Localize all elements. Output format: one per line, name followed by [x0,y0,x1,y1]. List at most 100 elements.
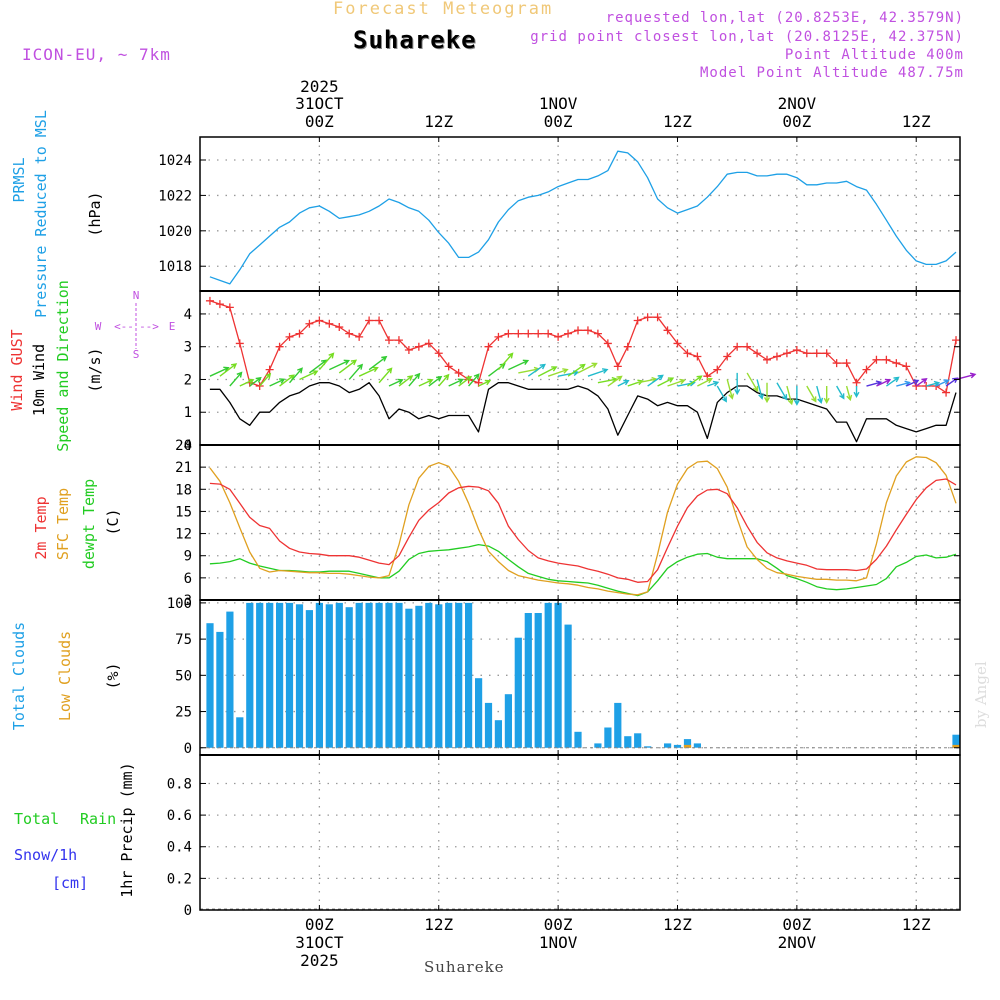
compass-north: N [133,289,140,302]
cloud-total-bar [375,602,383,748]
cloud-low-bar [952,744,960,748]
wind-direction-arrow [289,367,303,384]
precip-unit-label: 1hr Precip (mm) [118,762,136,897]
wind-direction-arrow [428,375,443,387]
wind-direction-arrow [607,375,623,387]
cloud-total-bar [226,611,234,748]
temp-tick-label: 3 [184,593,192,609]
data-layer [200,150,977,910]
gust-marker [454,368,463,377]
wind-tick-label: 0 [184,438,192,454]
cloud-total-bar [524,613,532,748]
temp-tick-label: 18 [175,482,192,498]
gust-marker [603,339,612,348]
cloud-total-bar [564,624,572,748]
gust-marker [792,345,801,354]
bottom-time-label: 2025 [300,951,339,970]
pressure-tick-label: 1022 [158,188,192,204]
point-altitude: Point Altitude 400m [784,47,964,63]
cloud-total-bar [534,613,542,748]
grid-layer [200,137,960,911]
wind-direction-arrow [707,380,720,387]
temp-unit-label: (C) [104,508,122,535]
gust-marker [404,345,413,354]
gust-marker [753,349,762,358]
wind-direction-arrow [508,359,530,371]
compass-west: W [95,320,102,333]
temp-tick-label: 15 [175,504,192,520]
cloud-total-bar [693,743,701,748]
location-title: Suhareke [353,26,477,54]
wind-direction-arrow [577,362,598,374]
gust-marker [444,362,453,371]
gust-marker [643,313,652,322]
wind-direction-arrow [816,385,824,405]
wind-gust-line [209,300,957,394]
cloud-total-bar [206,623,214,748]
gust-marker [494,332,503,341]
wind-direction-arrow [547,368,569,377]
cloud-tick-label: 0 [184,741,192,757]
wind-direction-arrow [627,379,644,387]
pressure-unit-label: (hPa) [86,191,104,236]
cloud-total-bar [644,746,652,748]
bottom-time-label: 00Z [782,915,811,934]
cloud-total-bar [285,602,294,748]
gust-marker [385,336,394,345]
wind-direction-arrow [388,378,404,387]
top-date-label: 1NOV [539,94,578,113]
wind-tick-label: 3 [184,340,192,356]
gust-marker [633,316,642,325]
gust-marker [623,342,632,351]
cloud-total-bar [405,608,413,748]
gust-marker [504,329,513,338]
wind-direction-arrow [697,377,713,387]
model-altitude: Model Point Altitude 487.75m [699,65,964,81]
cloud-total-bar [385,602,393,748]
wind-direction-arrow [763,382,771,404]
gust-marker [514,329,523,338]
gust-marker [564,329,573,338]
bottom-time-label: 12Z [902,915,931,934]
wind-direction-arrow [269,378,286,387]
gust-marker [534,329,543,338]
wind-direction-arrow [378,367,393,384]
chart-title: Forecast Meteogram [333,0,554,19]
gust-marker [554,332,563,341]
wind-direction-arrow [845,385,853,402]
wind-direction-arrow [793,386,800,406]
wind-direction-arrow [497,352,514,371]
cloud-tick-label: 100 [167,596,192,612]
bottom-time-label: 2NOV [778,933,817,952]
gust-marker [355,332,364,341]
wind-tick-label: 2 [184,372,192,388]
wind-direction-arrow [734,372,741,396]
cloud-unit-label: (%) [104,662,122,689]
wind-speed-line [209,382,957,443]
bottom-time-label: 00Z [305,915,334,934]
wind-direction-arrow [468,373,480,387]
gust-marker [394,336,403,345]
cloud-total-bar [435,604,443,748]
gust-marker [574,326,583,335]
wind-direction-arrow [408,372,421,387]
compass-south: S [133,348,140,361]
temp-2m-line [209,478,957,583]
gust-marker [892,359,901,368]
gust-marker [583,326,592,335]
wind-tick-label: 1 [184,405,192,421]
cloud-total-bar [266,602,274,748]
wind-direction-arrow [229,371,243,387]
low-clouds-label: Low Clouds [56,631,74,721]
top-hour-label: 00Z [305,112,334,131]
wind-direction-arrow [657,377,675,387]
precip-rain-label: Rain [80,810,116,828]
wind-direction-arrow [876,378,892,387]
pressure-tick-label: 1018 [158,259,192,275]
gust-marker [235,339,244,348]
wind-direction-arrow [368,355,388,371]
gust-marker [265,365,274,374]
cloud-tick-label: 25 [175,705,192,721]
top-hour-label: 00Z [782,112,811,131]
